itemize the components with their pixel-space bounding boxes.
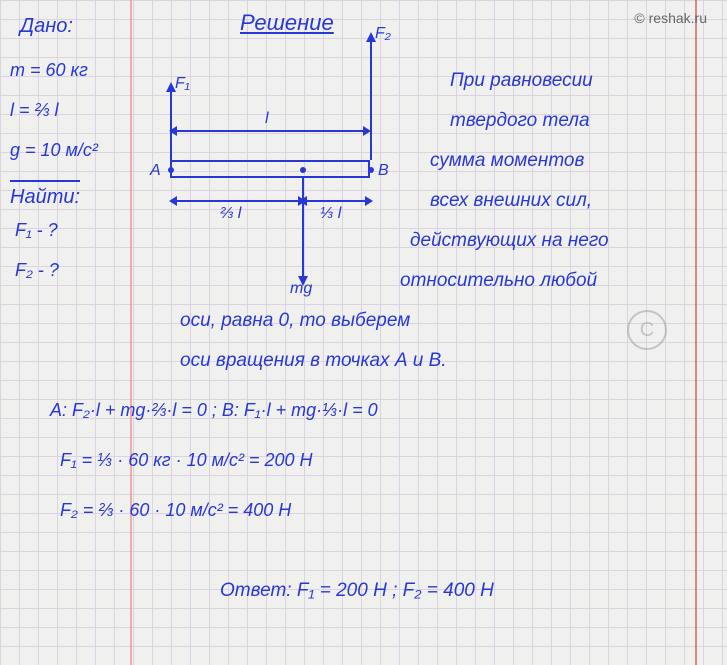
find-f1: F₁ - ? [15, 220, 58, 241]
find-title: Найти: [10, 180, 80, 209]
f2-calc: F₂ = ⅔ · 60 · 10 м/с² = 400 Н [60, 500, 291, 521]
dim-l [175, 130, 365, 132]
margin-line-left [130, 0, 132, 665]
f2-label: F₂ [375, 25, 391, 43]
point-cg-dot [300, 167, 306, 173]
expl-5: действующих на него [410, 230, 609, 252]
b-label: B [378, 162, 389, 180]
expl-6: относительно любой [400, 270, 597, 292]
expl-2: твердого тела [450, 110, 590, 132]
f2-arrow [370, 40, 372, 160]
solution-title: Решение [240, 10, 334, 36]
expl-8: оси вращения в точках А и В. [180, 350, 447, 372]
answer: Ответ: F₁ = 200 Н ; F₂ = 400 Н [220, 580, 494, 602]
margin-line-right [695, 0, 697, 665]
a-label: A [150, 162, 161, 180]
f1-label: F₁ [175, 75, 190, 93]
beam-rect [170, 160, 370, 178]
given-m: m = 60 кг [10, 60, 88, 81]
expl-1: При равновесии [450, 70, 593, 92]
mg-label: mg [290, 280, 312, 298]
l23-label: ⅔ l [220, 205, 241, 223]
given-g: g = 10 м/с² [10, 140, 98, 161]
mg-arrow [302, 178, 304, 278]
l13-label: ⅓ l [320, 205, 341, 223]
eq-moments: A: F₂·l + mg·⅔·l = 0 ; B: F₁·l + mg·⅓·l … [50, 400, 378, 421]
dim-23l [175, 200, 300, 202]
expl-7: оси, равна 0, то выберем [180, 310, 410, 332]
expl-4: всех внешних сил, [430, 190, 592, 212]
given-l: l = ⅔ l [10, 100, 59, 121]
point-a-dot [168, 167, 174, 173]
force-diagram: F₁ F₂ mg A B l ⅔ l ⅓ l [150, 70, 400, 270]
f1-calc: F₁ = ⅓ · 60 кг · 10 м/с² = 200 Н [60, 450, 313, 471]
watermark: © reshak.ru [634, 10, 707, 26]
copyright-circle: C [627, 310, 667, 350]
find-f2: F₂ - ? [15, 260, 59, 281]
f1-arrow [170, 90, 172, 160]
expl-3: сумма моментов [430, 150, 584, 172]
dim-13l [305, 200, 367, 202]
given-title: Дано: [20, 15, 73, 38]
point-b-dot [368, 167, 374, 173]
l-top-label: l [265, 110, 269, 128]
